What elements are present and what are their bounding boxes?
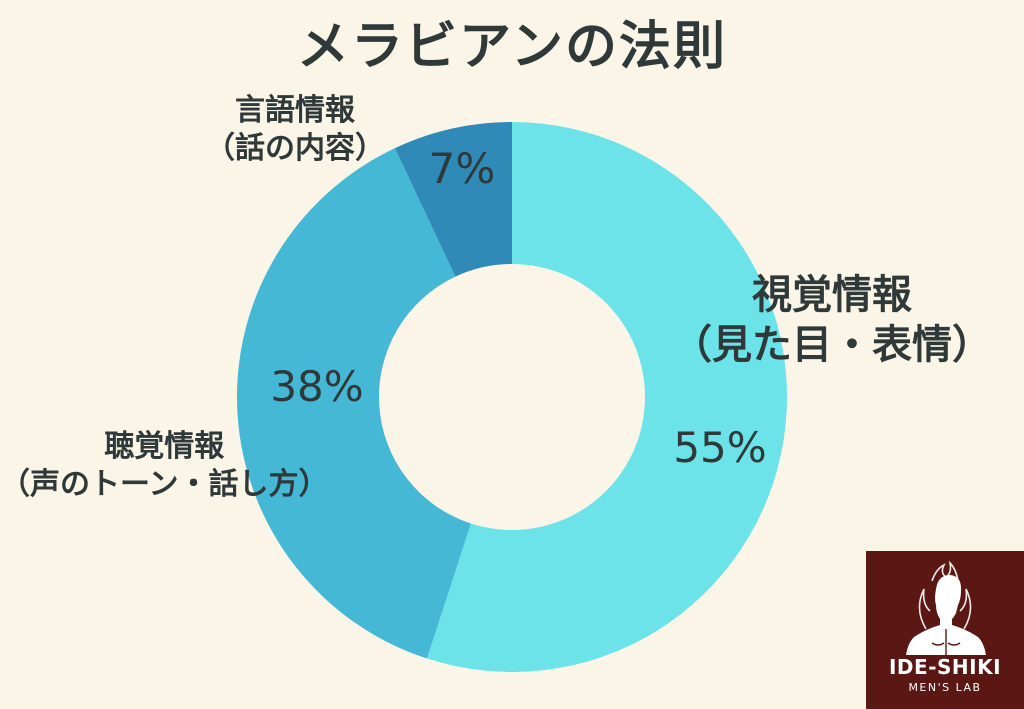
label-verbal: 言語情報 （話の内容） bbox=[205, 92, 385, 167]
label-verbal-title: 言語情報 bbox=[235, 93, 355, 128]
label-verbal-subtitle: （話の内容） bbox=[205, 130, 385, 166]
label-vocal-subtitle: （声のトーン・話し方） bbox=[0, 466, 329, 502]
chart-title: メラビアンの法則 bbox=[297, 17, 727, 77]
value-label-verbal: 7% bbox=[429, 144, 496, 193]
logo-main-text: IDE-SHIKI bbox=[888, 655, 1002, 679]
label-vocal: 聴覚情報 （声のトーン・話し方） bbox=[0, 428, 329, 503]
brand-logo: IDE-SHIKI MEN'S LAB bbox=[866, 551, 1024, 709]
slice-vocal bbox=[236, 148, 471, 659]
value-label-vocal: 38% bbox=[270, 362, 363, 411]
slice-verbal bbox=[394, 122, 512, 277]
logo-sub-text: MEN'S LAB bbox=[908, 681, 982, 694]
label-visual-title: 視覚情報 bbox=[752, 272, 912, 318]
value-label-visual: 55% bbox=[673, 423, 766, 472]
label-vocal-title: 聴覚情報 bbox=[104, 429, 225, 464]
slice-visual bbox=[427, 122, 788, 673]
label-visual-subtitle: （見た目・表情） bbox=[672, 322, 992, 368]
man-silhouette-icon bbox=[906, 560, 986, 655]
label-visual: 視覚情報 （見た目・表情） bbox=[672, 270, 992, 370]
